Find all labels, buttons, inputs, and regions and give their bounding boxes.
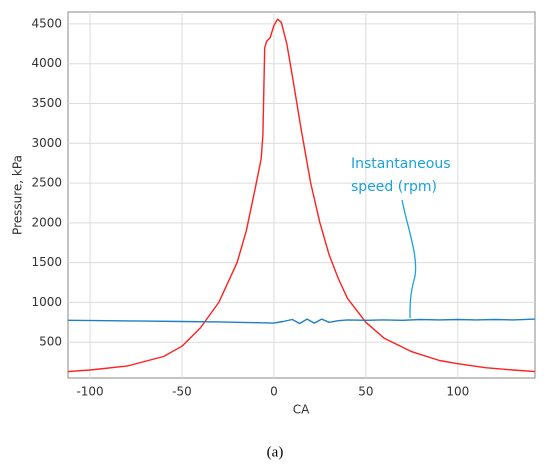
- y-tick-label: 1000: [31, 295, 62, 309]
- y-tick-label: 4000: [31, 56, 62, 70]
- y-tick-label: 3000: [31, 136, 62, 150]
- y-tick-label: 2500: [31, 176, 62, 190]
- annotation: speed (rpm): [351, 179, 437, 195]
- y-tick-label: 3500: [31, 96, 62, 110]
- annotation: Instantaneous: [351, 156, 451, 172]
- data-line: [67, 18, 536, 373]
- data-line: [67, 318, 536, 325]
- y-tick-label: 1500: [31, 255, 62, 269]
- plot-area: [67, 11, 536, 379]
- caption: (a): [267, 444, 284, 460]
- x-tick-label: 50: [358, 385, 373, 399]
- x-tick-label: 100: [446, 385, 469, 399]
- y-tick-label: 500: [39, 335, 62, 349]
- y-tick-label: 2000: [31, 215, 62, 229]
- x-tick-label: 0: [270, 385, 278, 399]
- x-axis-label: CA: [293, 403, 310, 417]
- y-tick-label: 4500: [31, 16, 62, 30]
- x-tick-label: -50: [172, 385, 192, 399]
- x-tick-label: -100: [76, 385, 103, 399]
- annotation-leader: [401, 199, 417, 319]
- y-axis-label: Pressure, kPa: [11, 155, 25, 235]
